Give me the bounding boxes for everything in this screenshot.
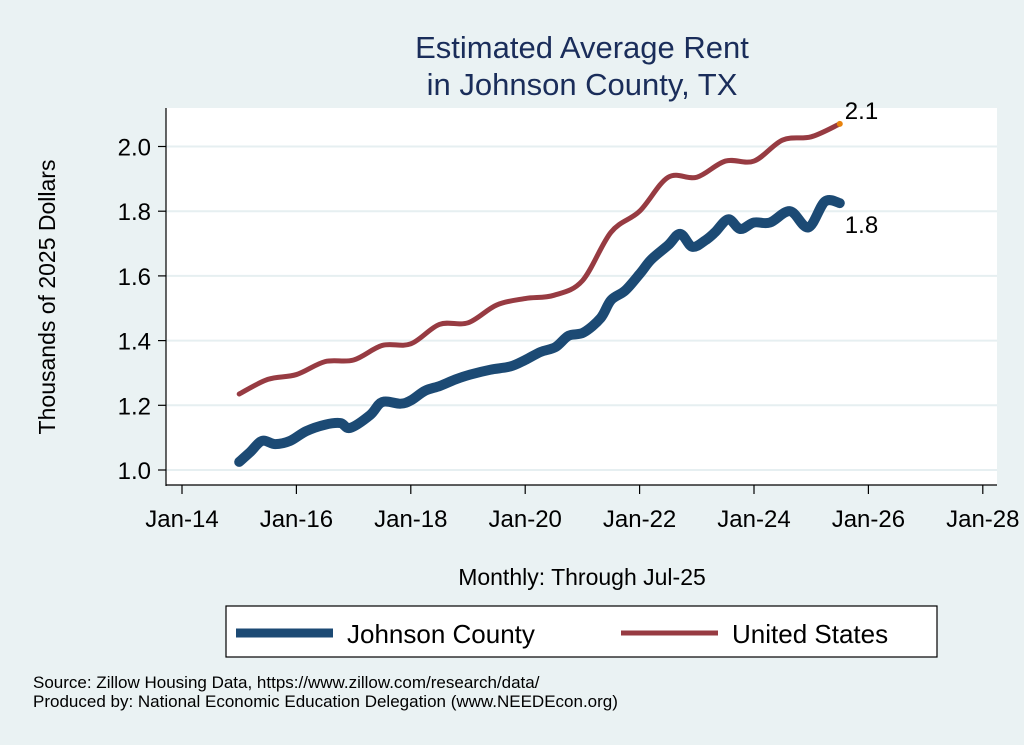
end-label-united-states: 2.1: [845, 98, 878, 125]
x-tick-label: Jan-16: [260, 506, 333, 533]
plot-area: [166, 108, 997, 485]
y-tick-label: 1.4: [118, 329, 151, 356]
y-tick-label: 1.0: [118, 458, 151, 485]
chart-title-line-2: in Johnson County, TX: [427, 67, 738, 102]
y-tick-label: 2.0: [118, 135, 151, 162]
source-note: Source: Zillow Housing Data, https://www…: [33, 673, 540, 692]
x-tick-label: Jan-14: [145, 506, 218, 533]
x-tick-label: Jan-24: [717, 506, 790, 533]
y-ticks: 1.0 1.2 1.4 1.6 1.8 2.0: [118, 135, 166, 485]
producer-note: Produced by: National Economic Education…: [33, 692, 618, 711]
x-tick-label: Jan-20: [489, 506, 562, 533]
x-tick-label: Jan-28: [946, 506, 1019, 533]
end-marker-united-states: [836, 120, 843, 127]
x-tick-label: Jan-22: [603, 506, 676, 533]
legend: Johnson County United States: [225, 605, 938, 658]
legend-box: [225, 605, 938, 658]
series-layer: 2.1 1.8: [234, 98, 878, 467]
series-line-johnson-county: [234, 195, 845, 467]
y-tick-label: 1.6: [118, 264, 151, 291]
x-ticks: Jan-14 Jan-16 Jan-18 Jan-20 Jan-22 Jan-24 Jan-…: [145, 485, 1019, 533]
gridlines: [166, 145, 997, 471]
legend-label-johnson-county: Johnson County: [347, 619, 535, 649]
chart-title-line-1: Estimated Average Rent: [415, 30, 749, 65]
x-tick-label: Jan-26: [832, 506, 905, 533]
series-line-united-states: [236, 121, 843, 397]
y-axis-label: Thousands of 2025 Dollars: [34, 160, 60, 435]
y-tick-label: 1.8: [118, 199, 151, 226]
legend-label-united-states: United States: [732, 619, 888, 649]
y-tick-label: 1.2: [118, 393, 151, 420]
x-tick-label: Jan-18: [374, 506, 447, 533]
x-axis-label: Monthly: Through Jul-25: [458, 564, 706, 590]
end-label-johnson-county: 1.8: [845, 212, 878, 239]
